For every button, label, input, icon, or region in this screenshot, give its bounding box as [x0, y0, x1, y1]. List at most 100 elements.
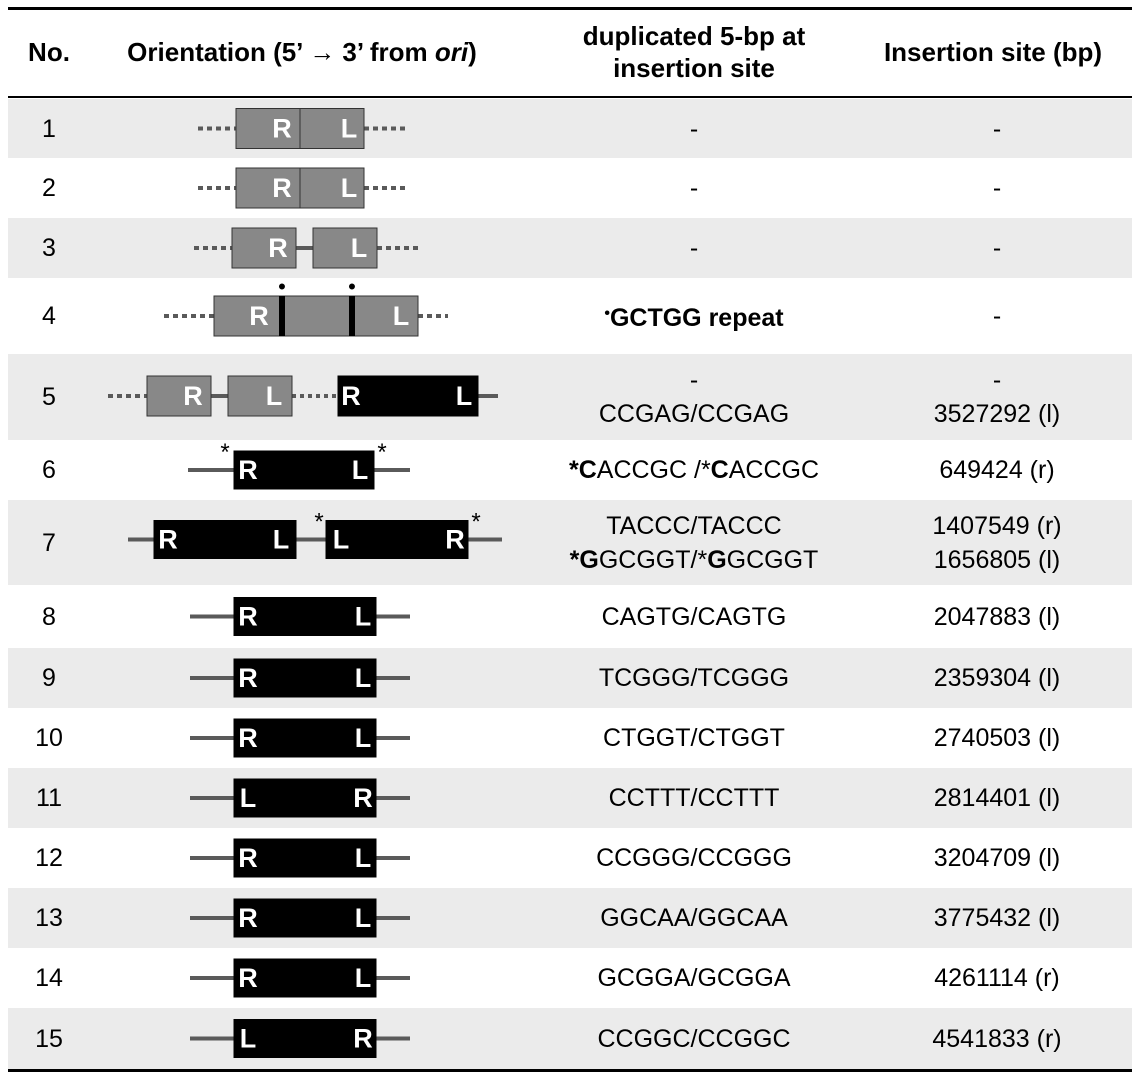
duplicated-bp-cell: CCTTT/CCTTT [520, 768, 868, 828]
table-row: 8 R L CAGTG/CAGTG 2047883 (l) [8, 585, 1132, 648]
insertion-site-value: - [992, 366, 1002, 394]
black-element-box [233, 778, 377, 818]
duplicated-bp-line: *GGCGGT/*GGCGGT [570, 543, 819, 577]
box-end-label: R [183, 381, 203, 411]
orientation-diagram: R L L R * * [90, 500, 520, 585]
black-element-box [325, 520, 469, 559]
sequence-fragment: C [578, 456, 597, 484]
table-row: 6 R L * * *CACCGC /*CACCGC 649424 (r) [8, 440, 1132, 500]
box-end-label: L [266, 381, 283, 411]
insertion-site-value: - [992, 114, 1002, 143]
header-orientation-text: Orientation (5’ → 3’ from [127, 37, 435, 67]
repeat-dot-mark: • [348, 278, 356, 299]
row-number: 5 [42, 383, 56, 411]
insertion-site-value: 2359304 (l) [933, 664, 1061, 692]
table-row: 15 L R CCGGC/CCGGC 4541833 (r) [8, 1008, 1132, 1069]
duplicated-bp-line: CCTTT/CCTTT [608, 784, 780, 812]
insertion-site-value: 3527292 (l) [933, 400, 1061, 428]
black-element-box [233, 450, 375, 490]
row-number: 1 [42, 114, 56, 143]
table-row: 7 R L L R * * TACCC/TACCC *GGCGGT/*GGCGGT 1407549… [8, 500, 1132, 585]
box-end-label: L [355, 843, 372, 873]
row-number: 4 [42, 302, 56, 330]
orientation-diagram: R L * * [90, 440, 520, 500]
duplicated-bp-line: CCGGC/CCGGC [597, 1024, 791, 1053]
box-end-label: R [238, 663, 258, 693]
duplicated-bp-cell: - [520, 218, 868, 278]
orientation-svg: R L • • [164, 278, 448, 337]
repeat-dot-mark: • [278, 278, 286, 299]
box-end-label: L [352, 455, 369, 485]
row-number: 7 [42, 528, 56, 557]
black-element-box [233, 658, 377, 698]
sequence-fragment: ACCGC [728, 456, 820, 484]
duplicated-bp-line: TACCC/TACCC [606, 511, 782, 540]
insertion-site-cell: - [868, 158, 1126, 218]
grey-element-box [231, 227, 297, 269]
box-end-label: R [238, 455, 258, 485]
box-end-label: L [341, 114, 358, 144]
insertion-site-value: 2740503 (l) [933, 724, 1061, 752]
box-end-label: R [249, 301, 269, 331]
grey-element-box [312, 227, 378, 269]
box-end-label: L [355, 963, 372, 993]
duplicated-bp-cell: - CCGAG/CCGAG [520, 354, 868, 440]
duplicated-bp-cell: GCGGA/GCGGA [520, 948, 868, 1008]
top-rule [8, 7, 1132, 10]
black-element-box [337, 375, 479, 417]
header-duplicated-line1: duplicated 5-bp at [582, 21, 806, 51]
duplicated-bp-line: - [689, 234, 699, 262]
insertion-site-cell: 2047883 (l) [868, 585, 1126, 648]
insertion-site-value: 1407549 (r) [932, 511, 1062, 540]
insertion-site-cell: 2740503 (l) [868, 708, 1126, 768]
box-end-label: R [445, 525, 465, 555]
sequence-fragment: ACCGC /* [596, 456, 711, 484]
box-end-label: R [238, 602, 258, 632]
box-end-label: L [341, 173, 358, 203]
insertion-site-value: - [992, 234, 1002, 262]
black-element-box [233, 597, 377, 636]
duplicated-bp-cell: - [520, 158, 868, 218]
table-row: 5 R L R L - CCGAG/CCGAG - 3527292 (l) [8, 354, 1132, 440]
sequence-fragment: G [579, 545, 599, 574]
box-end-label: R [268, 233, 288, 263]
box-end-label: L [273, 525, 290, 555]
row-number: 6 [42, 456, 56, 484]
grey-element-box [146, 375, 212, 417]
duplicated-bp-line: - [689, 366, 699, 394]
table-row: 13 R L GGCAA/GGCAA 3775432 (l) [8, 888, 1132, 948]
duplicated-bp-line: - [689, 114, 699, 143]
header-orientation: Orientation (5’ → 3’ from ori) [92, 36, 512, 68]
box-end-label: R [238, 843, 258, 873]
table-row: 14 R L GCGGA/GCGGA 4261114 (r) [8, 948, 1132, 1008]
repeat-dot: • [604, 305, 610, 322]
table-row: 12 R L CCGGG/CCGGG 3204709 (l) [8, 828, 1132, 888]
duplicated-bp-cell: CAGTG/CAGTG [520, 585, 868, 648]
header-duplicated: duplicated 5-bp at insertion site [520, 20, 868, 84]
duplicated-bp-line: GCGGA/GCGGA [597, 964, 791, 992]
header-insertion-site: Insertion site (bp) [883, 37, 1103, 67]
duplicated-bp-line: CAGTG/CAGTG [601, 602, 787, 631]
table-row: 9 R L TCGGG/TCGGG 2359304 (l) [8, 648, 1132, 708]
duplicated-bp-line: - [689, 174, 699, 202]
orientation-svg: R L L R* * [128, 509, 502, 559]
box-end-label: L [351, 233, 368, 263]
insertion-site-value: 649424 (r) [939, 456, 1055, 484]
repeat-label: •GCTGG repeat [604, 297, 783, 335]
insertion-site-cell: 3775432 (l) [868, 888, 1126, 948]
box-end-label: L [355, 663, 372, 693]
table-row: 4 R L • • •GCTGG repeat - [8, 278, 1132, 354]
repeat-bar [279, 296, 285, 336]
black-element-box [233, 718, 377, 758]
